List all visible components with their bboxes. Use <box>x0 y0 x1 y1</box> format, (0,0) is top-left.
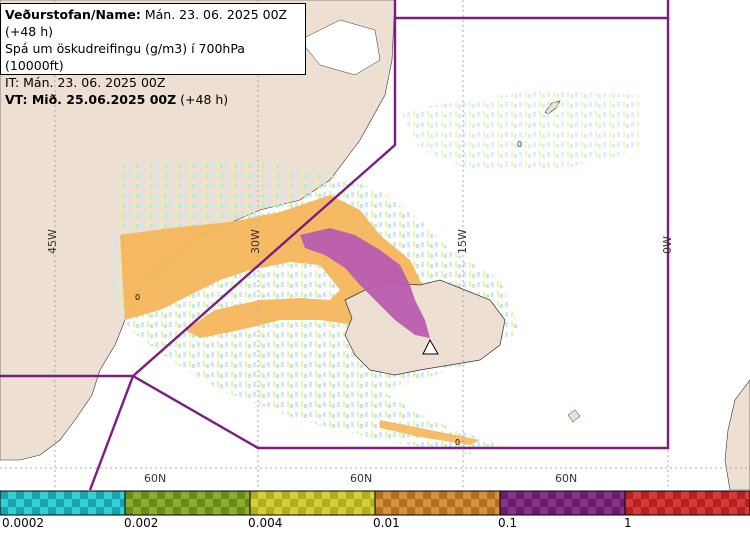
legend-tick-0: 0.0002 <box>2 516 44 530</box>
legend-tick-4: 0.1 <box>498 516 518 530</box>
greenland-ice-patch <box>299 19 381 76</box>
valid-time-offset: (+48 h) <box>180 92 229 107</box>
info-line-4: VT: Mið. 25.06.2025 00Z (+48 h) <box>5 91 301 108</box>
lat-label-60n-1: 60N <box>144 472 166 485</box>
ash-plume-purple <box>300 228 430 338</box>
issuer-label: Veðurstofan/Name: <box>5 7 141 22</box>
fir-boundary-south <box>88 375 135 490</box>
ash-speckle-north <box>400 90 640 170</box>
ash-plume-south-strip <box>380 420 480 445</box>
legend-tick-2: 0.004 <box>248 516 283 530</box>
lon-label-0w: 0W <box>661 236 674 254</box>
legend-segment-2 <box>249 490 376 516</box>
legend-tick-5: 1 <box>624 516 632 530</box>
lat-label-60n-2: 60N <box>350 472 372 485</box>
contour-label-3: 0 <box>455 438 460 447</box>
info-line-1: Veðurstofan/Name: Mán. 23. 06. 2025 00Z … <box>5 6 301 40</box>
lon-label-45w: 45W <box>46 229 59 254</box>
concentration-legend <box>0 490 750 532</box>
fir-boundary-east <box>132 18 670 450</box>
info-line-2: Spá um öskudreifingu (g/m3) í 700hPa (10… <box>5 41 245 73</box>
legend-tick-1: 0.002 <box>124 516 159 530</box>
fir-boundary-west <box>0 18 397 378</box>
fir-boundary <box>393 0 670 20</box>
contour-label-2: 0 <box>517 140 522 149</box>
lat-label-60n-3: 60N <box>555 472 577 485</box>
lon-label-15w: 15W <box>456 229 469 254</box>
volcano-triangle-icon <box>422 338 439 355</box>
legend-segment-0 <box>0 490 126 516</box>
legend-segment-4 <box>499 490 626 516</box>
issue-time: Mán. 23. 06. 2025 00Z (+48 h) <box>5 7 288 39</box>
legend-segment-5 <box>624 490 750 516</box>
legend-tick-3: 0.01 <box>373 516 400 530</box>
lon-label-30w: 30W <box>249 229 262 254</box>
legend-segment-3 <box>374 490 501 516</box>
legend-segment-1 <box>124 490 251 516</box>
contour-label-1: 0 <box>135 293 140 302</box>
faroe-islands <box>567 409 581 423</box>
valid-time-label: VT: Mið. 25.06.2025 00Z <box>5 92 177 107</box>
info-line-3: IT: Mán. 23. 06. 2025 00Z <box>5 75 166 90</box>
ash-forecast-map: 45W 30W 15W 0W 60N 60N 60N 0 0 0 <box>0 0 750 490</box>
norway-coast <box>724 379 750 490</box>
forecast-info-box: Veðurstofan/Name: Mán. 23. 06. 2025 00Z … <box>0 3 306 107</box>
